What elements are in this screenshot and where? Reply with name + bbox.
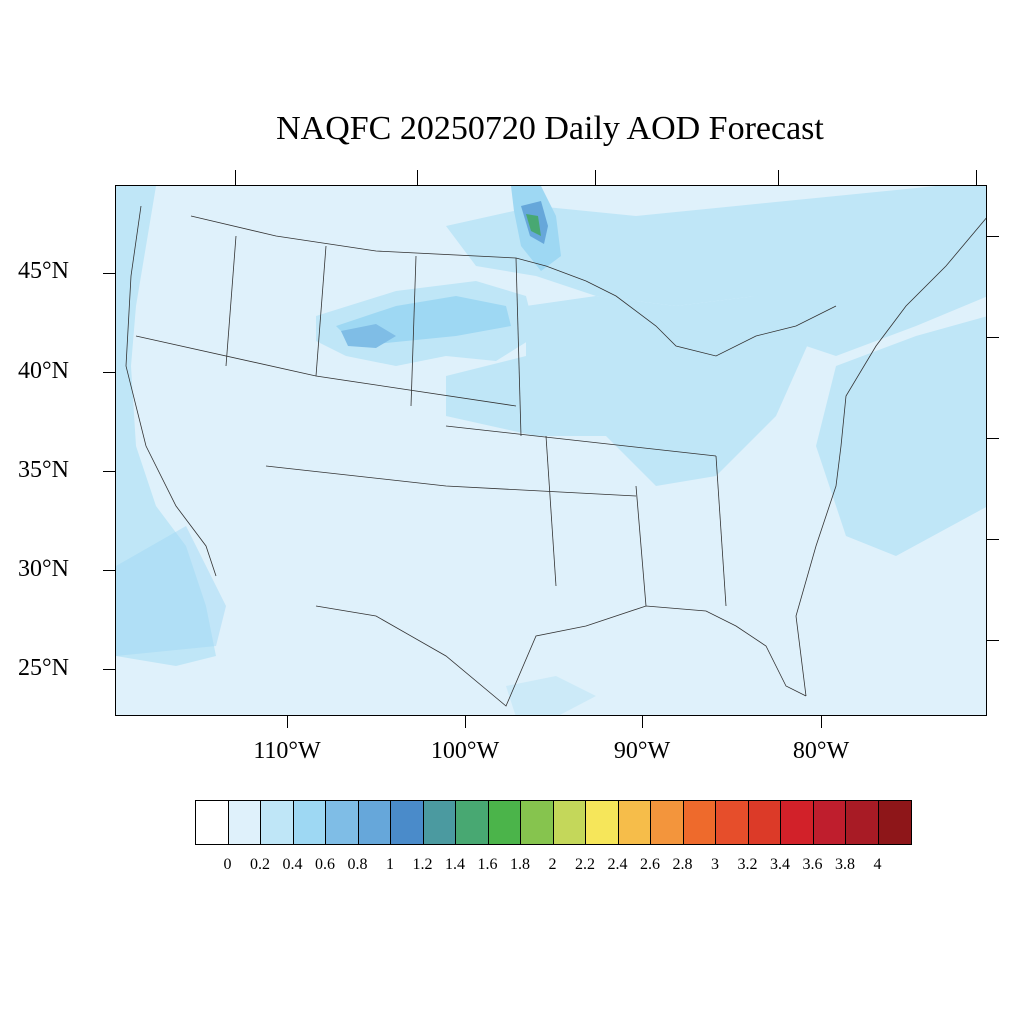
colorbar-box-17 bbox=[748, 801, 781, 844]
lat-label-35n: 35°N bbox=[18, 457, 69, 483]
gulf-aod-region bbox=[506, 676, 596, 715]
tick-35n bbox=[103, 471, 115, 472]
line-8 bbox=[545, 435, 557, 587]
colorbar-box-13 bbox=[618, 801, 651, 844]
lon-label-100w: 100°W bbox=[430, 738, 500, 764]
colorbar-label: 3.8 bbox=[835, 856, 855, 873]
colorbar-label: 0.8 bbox=[347, 856, 368, 873]
atlantic-aod-region bbox=[816, 316, 986, 556]
line-1 bbox=[225, 235, 237, 367]
lat-label-30n: 30°N bbox=[18, 556, 69, 582]
line-3 bbox=[410, 255, 417, 407]
tick-right-4 bbox=[987, 539, 999, 540]
tick-right-1 bbox=[987, 236, 999, 237]
colorbar-label: 4 bbox=[873, 856, 882, 873]
colorbar-box-20 bbox=[846, 801, 879, 844]
colorbar-label: 3.2 bbox=[737, 856, 758, 873]
colorbar-box-2 bbox=[261, 801, 294, 844]
midwest-aod-region bbox=[446, 296, 816, 486]
colorbar-box-18 bbox=[781, 801, 814, 844]
colorbar-box-19 bbox=[813, 801, 846, 844]
lat-label-45n: 45°N bbox=[18, 258, 69, 284]
colorbar-label: 3.6 bbox=[802, 856, 823, 873]
colorbar-label: 0 bbox=[223, 856, 232, 873]
tick-45n bbox=[103, 273, 115, 274]
colorbar-box-3 bbox=[293, 801, 326, 844]
colorbar-label: 3 bbox=[711, 856, 719, 873]
tick-40n bbox=[103, 372, 115, 373]
great-lakes bbox=[585, 280, 837, 357]
east-coast bbox=[795, 217, 986, 697]
lat-label-25n: 25°N bbox=[18, 655, 69, 681]
colorbar-label: 1 bbox=[386, 856, 394, 873]
line-10 bbox=[715, 455, 727, 607]
colorbar-box-0 bbox=[196, 801, 229, 844]
ontario-plume-peak bbox=[526, 214, 541, 236]
colorbar-label: 0.2 bbox=[250, 856, 270, 873]
colorbar-label: 1.2 bbox=[412, 856, 433, 873]
line-7 bbox=[135, 335, 517, 407]
colorbar-label: 3.4 bbox=[770, 856, 790, 873]
colorbar-label: 0.4 bbox=[282, 856, 303, 873]
colorbar-box-5 bbox=[358, 801, 391, 844]
map-title: NAQFC 20250720 Daily AOD Forecast bbox=[276, 110, 824, 147]
colorbar-box-7 bbox=[423, 801, 456, 844]
line-6 bbox=[265, 465, 637, 497]
line-2 bbox=[315, 245, 327, 377]
plume-dense-core bbox=[341, 324, 396, 348]
tick-top-1 bbox=[235, 170, 236, 185]
colorbar-label: 2.4 bbox=[607, 856, 628, 873]
map-frame bbox=[115, 185, 987, 716]
lon-label-80w: 80°W bbox=[792, 738, 850, 764]
lon-label-90w: 90°W bbox=[613, 738, 671, 764]
tick-25n bbox=[103, 669, 115, 670]
colorbar-label: 2.2 bbox=[575, 856, 595, 873]
tick-top-5 bbox=[976, 170, 977, 185]
us-canada-border bbox=[190, 215, 587, 282]
colorbar-box-15 bbox=[683, 801, 716, 844]
colorbar bbox=[195, 800, 912, 845]
gulf-coast bbox=[315, 605, 807, 707]
tick-80w bbox=[821, 716, 822, 728]
colorbar-box-12 bbox=[586, 801, 619, 844]
colorbar-label: 2.8 bbox=[672, 856, 693, 873]
aod-map bbox=[116, 186, 986, 715]
tick-100w bbox=[465, 716, 466, 728]
line-4 bbox=[515, 257, 522, 437]
colorbar-label: 2.6 bbox=[640, 856, 660, 873]
tick-right-2 bbox=[987, 337, 999, 338]
tick-110w bbox=[287, 716, 288, 728]
tick-top-3 bbox=[595, 170, 596, 185]
colorbar-box-11 bbox=[553, 801, 586, 844]
baja-aod-region bbox=[116, 526, 226, 656]
colorbar-box-10 bbox=[521, 801, 554, 844]
colorbar-label: 1.6 bbox=[477, 856, 498, 873]
colorbar-label: 1.8 bbox=[510, 856, 530, 873]
colorbar-box-9 bbox=[488, 801, 521, 844]
colorbar-label: 1.4 bbox=[445, 856, 465, 873]
tick-right-3 bbox=[987, 438, 999, 439]
state-boundaries bbox=[125, 205, 986, 707]
tick-90w bbox=[642, 716, 643, 728]
lat-label-40n: 40°N bbox=[18, 358, 69, 384]
colorbar-box-6 bbox=[391, 801, 424, 844]
colorbar-box-1 bbox=[228, 801, 261, 844]
colorbar-box-14 bbox=[651, 801, 684, 844]
canada-aod-region bbox=[446, 186, 986, 306]
line-9 bbox=[635, 485, 647, 607]
pacific-aod-region bbox=[116, 186, 216, 666]
colorbar-label: 0.6 bbox=[315, 856, 335, 873]
colorbar-box-4 bbox=[326, 801, 359, 844]
colorbar-label: 2 bbox=[548, 856, 557, 873]
colorbar-box-21 bbox=[878, 801, 911, 844]
west-coast bbox=[125, 205, 217, 577]
colorbar-box-8 bbox=[456, 801, 489, 844]
tick-top-2 bbox=[417, 170, 418, 185]
tick-right-5 bbox=[987, 640, 999, 641]
tick-top-4 bbox=[778, 170, 779, 185]
line-5 bbox=[445, 425, 717, 457]
lon-label-110w: 110°W bbox=[253, 738, 321, 764]
tick-30n bbox=[103, 570, 115, 571]
colorbar-box-16 bbox=[716, 801, 749, 844]
